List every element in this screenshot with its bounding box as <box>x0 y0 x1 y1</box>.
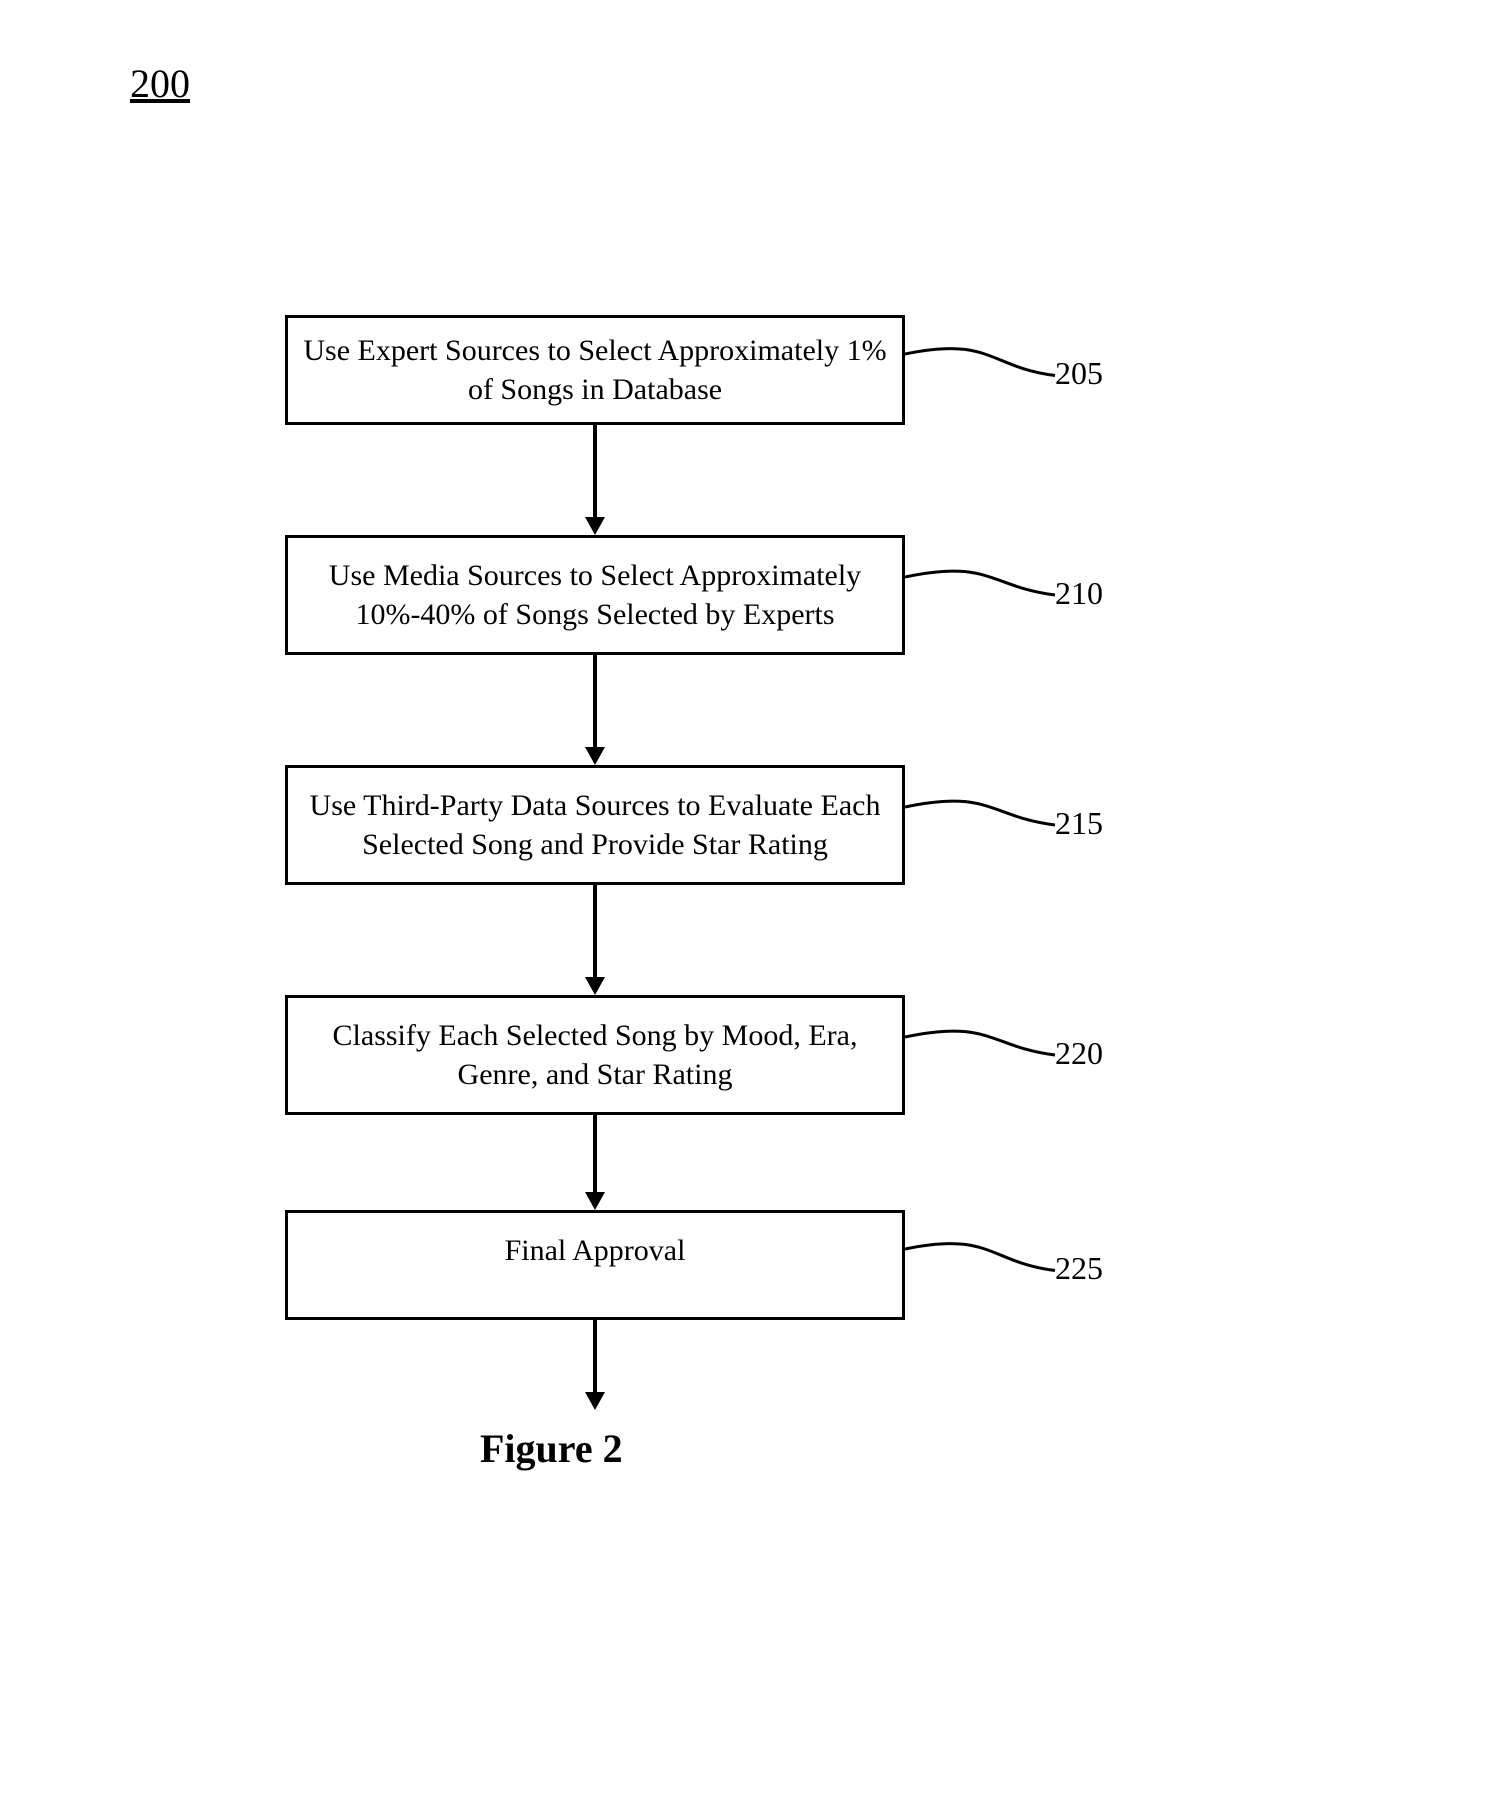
figure-number-label: 200 <box>130 60 190 107</box>
flow-arrow-head <box>585 747 605 765</box>
flow-arrow-line <box>593 655 597 749</box>
flow-arrow-line <box>593 425 597 519</box>
flowchart-step-text: Classify Each Selected Song by Mood, Era… <box>298 1016 892 1094</box>
flow-arrow-line <box>593 1115 597 1194</box>
reference-label-205: 205 <box>1055 355 1103 392</box>
flowchart-step-text: Use Media Sources to Select Approximatel… <box>298 556 892 634</box>
flowchart-step-210: Use Media Sources to Select Approximatel… <box>285 535 905 655</box>
reference-label-210: 210 <box>1055 575 1103 612</box>
flow-arrow-head <box>585 517 605 535</box>
flowchart-step-text: Use Expert Sources to Select Approximate… <box>298 331 892 409</box>
reference-label-220: 220 <box>1055 1035 1103 1072</box>
reference-label-225: 225 <box>1055 1250 1103 1287</box>
connector-line-225 <box>905 1229 1060 1291</box>
reference-label-215: 215 <box>1055 805 1103 842</box>
connector-line-210 <box>905 557 1060 617</box>
flowchart-step-215: Use Third-Party Data Sources to Evaluate… <box>285 765 905 885</box>
flowchart-step-text: Final Approval <box>505 1231 686 1270</box>
flow-arrow-line <box>593 885 597 979</box>
figure-caption: Figure 2 <box>480 1425 623 1472</box>
connector-line-205 <box>905 334 1060 396</box>
flowchart-step-text: Use Third-Party Data Sources to Evaluate… <box>298 786 892 864</box>
connector-line-215 <box>905 787 1060 847</box>
connector-line-220 <box>905 1017 1060 1077</box>
flowchart-step-220: Classify Each Selected Song by Mood, Era… <box>285 995 905 1115</box>
flow-arrow-head <box>585 977 605 995</box>
flowchart-step-225: Final Approval <box>285 1210 905 1320</box>
flow-arrow-head <box>585 1392 605 1410</box>
flow-arrow-head <box>585 1192 605 1210</box>
flowchart-step-205: Use Expert Sources to Select Approximate… <box>285 315 905 425</box>
flow-arrow-line <box>593 1320 597 1394</box>
